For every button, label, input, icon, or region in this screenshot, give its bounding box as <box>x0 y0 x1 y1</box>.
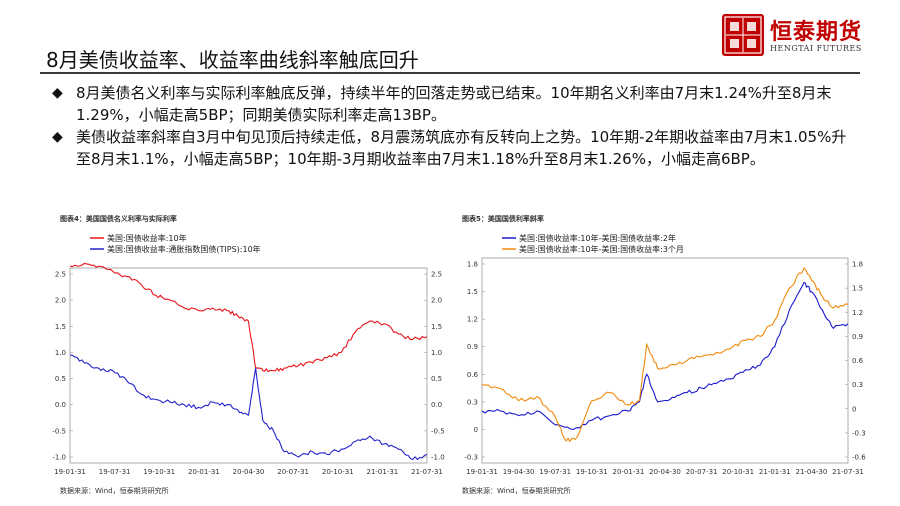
chart-1-left-tick-label: 1.0 <box>55 349 66 357</box>
chart-1-right-tick-label: 1.0 <box>431 349 442 357</box>
chart-2-x-tick-label: 19-01-31 <box>466 468 498 476</box>
chart-1-x-tick-label: 19-01-31 <box>54 468 86 476</box>
chart-1-source: 数据来源：Wind，恒泰期货研究所 <box>60 487 169 495</box>
chart-1-left-tick-label: 2.0 <box>55 297 66 305</box>
chart-2-legend-label: 美国:国债收益率:10年-美国:国债收益率:3个月 <box>519 244 684 254</box>
chart-2-right-tick-label: 1.8 <box>852 261 863 269</box>
chart-1-legend-label: 美国:国债收益率:10年 <box>107 233 187 243</box>
chart-2-left-tick-label: 1.2 <box>467 316 478 324</box>
chart-2-left-tick-label: 0.6 <box>467 371 479 379</box>
chart-1-x-tick-label: 21-01-31 <box>366 468 398 476</box>
chart-2-right-tick-label: -0.3 <box>852 429 866 437</box>
chart-1-right-tick-label: 0.0 <box>431 401 442 409</box>
chart-2-right-tick-label: 0 <box>852 405 856 413</box>
chart-2-left-tick-label: -0.3 <box>464 454 478 462</box>
chart-1-x-tick-label: 20-04-30 <box>233 468 265 476</box>
logo-name: 恒泰期货 <box>770 20 863 45</box>
chart-1-plot-frame <box>69 267 428 464</box>
chart-2-left-tick-label: 0.3 <box>467 398 478 406</box>
chart-2: 1.8 1.5 1.2 0.9 0.6 0.3 0 -0.3 1.8 1.5 1.2 0.9 0.6 0.… <box>464 233 866 476</box>
chart-1-x-tick-label: 21-07-31 <box>411 468 443 476</box>
chart-2-right-tick-label: -0.6 <box>852 454 866 462</box>
chart-1-left-tick-label: 0.5 <box>55 375 66 383</box>
chart-1-right-tick-label: -0.5 <box>431 427 445 435</box>
chart-2-right-tick-label: 1.5 <box>852 285 863 293</box>
chart-1-series-line <box>69 262 428 373</box>
chart-2-caption: 图表5：美国国债利率斜率 <box>462 215 544 223</box>
chart-2-x-tick-label: 20-07-31 <box>686 468 718 476</box>
chart-2-x-tick-label: 21-04-30 <box>796 468 828 476</box>
slide-title: 8月美债收益率、收益率曲线斜率触底回升 <box>46 48 419 72</box>
chart-1-x-tick-label: 20-10-31 <box>322 468 354 476</box>
chart-2-plot-frame <box>481 257 849 464</box>
chart-2-x-tick-label: 19-10-31 <box>576 468 608 476</box>
chart-1-x-tick-label: 20-07-31 <box>277 468 309 476</box>
chart-2-right-tick-label: 1.2 <box>852 309 863 317</box>
title-divider <box>40 72 860 74</box>
chart-2-x-tick-label: 19-07-31 <box>539 468 571 476</box>
chart-2-right-tick-label: 0.6 <box>852 357 864 365</box>
chart-1: 2.5 2.0 1.5 1.0 0.5 0.0 -0.5 -1.0 2.5 2.0 1.5 1.0 0.… <box>52 233 445 476</box>
chart-1-right-tick-label: -1.0 <box>431 454 445 462</box>
chart-2-left-tick-label: 1.5 <box>467 288 478 296</box>
chart-2-x-tick-label: 20-10-31 <box>722 468 754 476</box>
chart-2-x-tick-label: 21-07-31 <box>832 468 864 476</box>
chart-2-series-line <box>481 281 849 430</box>
chart-1-right-tick-label: 2.0 <box>431 297 442 305</box>
bullet-item-1: 8月美债名义利率与实际利率触底反弹，持续半年的回落走势或已结束。10年期名义利率… <box>52 82 852 126</box>
chart-1-x-tick-label: 19-10-31 <box>143 468 175 476</box>
chart-1-left-tick-label: -1.0 <box>52 454 66 462</box>
chart-1-x-tick-label: 19-07-31 <box>99 468 131 476</box>
chart-2-x-tick-label: 20-01-31 <box>613 468 645 476</box>
chart-1-x-tick-label: 20-01-31 <box>188 468 220 476</box>
chart-2-left-tick-label: 0 <box>474 426 478 434</box>
chart-1-right-tick-label: 1.5 <box>431 323 442 331</box>
chart-1-left-tick-label: 1.5 <box>55 323 66 331</box>
chart-1-right-tick-label: 2.5 <box>431 271 442 279</box>
chart-2-source: 数据来源：Wind，恒泰期货研究所 <box>462 487 571 495</box>
chart-1-caption: 图表4：美国国债名义利率与实际利率 <box>60 215 177 223</box>
chart-2-series-line <box>481 267 849 443</box>
chart-2-x-tick-label: 19-04-30 <box>503 468 535 476</box>
chart-2-right-tick-label: 0.3 <box>852 381 863 389</box>
logo-seal-icon <box>722 14 764 56</box>
bullet-item-2: 美债收益率斜率自3月中旬见顶后持续走低，8月震荡筑底亦有反转向上之势。10年期-… <box>52 126 852 170</box>
company-logo: 恒泰期货 HENGTAI FUTURES <box>722 14 872 58</box>
chart-2-right-tick-label: 0.9 <box>852 333 863 341</box>
chart-2-x-tick-label: 20-04-30 <box>649 468 681 476</box>
chart-1-left-tick-label: 2.5 <box>55 271 66 279</box>
chart-1-legend-label: 美国:国债收益率:通胀指数国债(TIPS):10年 <box>107 244 261 254</box>
chart-1-series-line <box>69 354 428 461</box>
chart-1-right-tick-label: 0.5 <box>431 375 442 383</box>
chart-2-left-tick-label: 1.8 <box>467 261 478 269</box>
chart-1-left-tick-label: -0.5 <box>52 427 66 435</box>
chart-2-left-tick-label: 0.9 <box>467 343 478 351</box>
chart-2-x-tick-label: 21-01-31 <box>759 468 791 476</box>
logo-english-name: HENGTAI FUTURES <box>770 44 862 53</box>
chart-1-left-tick-label: 0.0 <box>55 401 66 409</box>
bullet-list: 8月美债名义利率与实际利率触底反弹，持续半年的回落走势或已结束。10年期名义利率… <box>52 82 852 170</box>
chart-2-legend-label: 美国:国债收益率:10年-美国:国债收益率:2年 <box>519 233 676 243</box>
